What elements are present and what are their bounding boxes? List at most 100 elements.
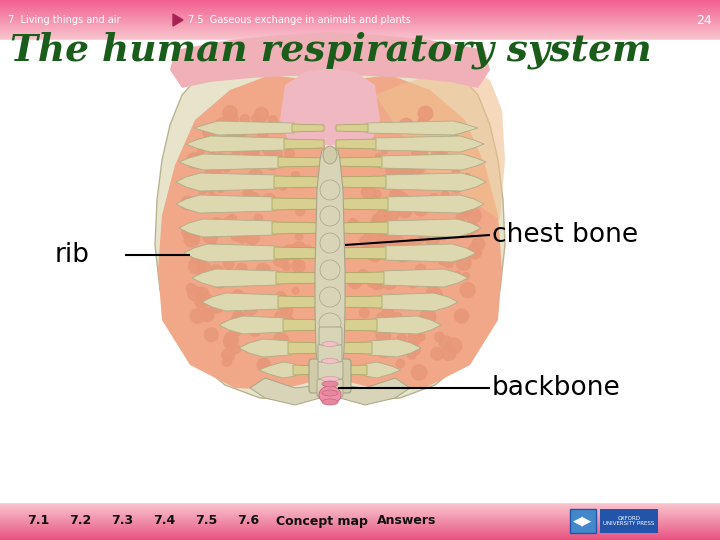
Circle shape <box>359 308 369 318</box>
Circle shape <box>400 247 407 254</box>
Circle shape <box>251 193 258 200</box>
Polygon shape <box>280 68 380 145</box>
Text: Concept map: Concept map <box>276 515 368 528</box>
Circle shape <box>381 147 387 154</box>
Polygon shape <box>288 342 324 354</box>
Circle shape <box>420 273 430 284</box>
Circle shape <box>224 112 238 126</box>
Polygon shape <box>336 176 386 188</box>
Circle shape <box>181 197 194 210</box>
Circle shape <box>255 107 269 121</box>
Circle shape <box>405 239 420 254</box>
Circle shape <box>412 347 420 355</box>
Circle shape <box>415 265 426 274</box>
Circle shape <box>377 240 391 254</box>
Circle shape <box>371 278 382 289</box>
Circle shape <box>282 262 290 270</box>
Circle shape <box>232 151 240 159</box>
Circle shape <box>417 237 424 243</box>
Circle shape <box>295 179 302 187</box>
Circle shape <box>269 147 282 161</box>
Circle shape <box>412 146 428 162</box>
Circle shape <box>459 201 474 215</box>
Circle shape <box>231 312 247 327</box>
Circle shape <box>451 228 462 239</box>
Text: 7.1: 7.1 <box>27 515 49 528</box>
Circle shape <box>398 205 412 218</box>
Circle shape <box>276 292 286 301</box>
Circle shape <box>188 286 202 301</box>
Circle shape <box>225 334 238 347</box>
Polygon shape <box>382 269 468 287</box>
Circle shape <box>471 224 479 232</box>
Polygon shape <box>336 222 388 234</box>
Circle shape <box>226 216 234 224</box>
Circle shape <box>399 118 413 132</box>
Circle shape <box>205 194 220 209</box>
Circle shape <box>372 218 379 226</box>
Circle shape <box>182 227 192 237</box>
Polygon shape <box>194 121 294 135</box>
Polygon shape <box>384 173 486 191</box>
Circle shape <box>382 244 395 258</box>
Circle shape <box>392 221 407 236</box>
Text: OXFORD
UNIVERSITY PRESS: OXFORD UNIVERSITY PRESS <box>603 516 654 526</box>
Circle shape <box>257 359 270 371</box>
Circle shape <box>263 142 276 156</box>
Circle shape <box>201 296 208 304</box>
Circle shape <box>295 233 302 240</box>
Circle shape <box>232 345 240 354</box>
Circle shape <box>249 325 261 336</box>
Ellipse shape <box>322 341 338 347</box>
Ellipse shape <box>320 180 340 200</box>
Polygon shape <box>336 247 386 259</box>
Circle shape <box>287 201 295 210</box>
Circle shape <box>456 255 471 271</box>
Circle shape <box>203 126 216 139</box>
Circle shape <box>225 333 235 343</box>
Circle shape <box>428 288 442 302</box>
Polygon shape <box>336 296 382 308</box>
Circle shape <box>241 198 248 204</box>
Circle shape <box>233 132 245 144</box>
FancyBboxPatch shape <box>600 509 658 533</box>
Circle shape <box>223 106 237 120</box>
Circle shape <box>382 308 394 320</box>
Polygon shape <box>380 154 486 170</box>
Polygon shape <box>239 339 290 357</box>
Circle shape <box>222 357 231 366</box>
Ellipse shape <box>322 381 338 387</box>
Circle shape <box>358 269 369 280</box>
Polygon shape <box>336 319 377 331</box>
Ellipse shape <box>319 386 341 404</box>
Circle shape <box>412 365 427 380</box>
Polygon shape <box>380 293 458 311</box>
FancyBboxPatch shape <box>309 359 351 393</box>
Circle shape <box>392 242 402 252</box>
Circle shape <box>468 245 482 259</box>
Circle shape <box>390 167 401 179</box>
Circle shape <box>210 218 224 231</box>
Polygon shape <box>336 157 382 167</box>
Circle shape <box>396 248 410 262</box>
Circle shape <box>194 253 207 265</box>
Circle shape <box>430 194 438 202</box>
Circle shape <box>210 242 217 249</box>
Circle shape <box>414 199 426 212</box>
Text: 7.5  Gaseous exchange in animals and plants: 7.5 Gaseous exchange in animals and plan… <box>188 15 410 25</box>
Circle shape <box>236 264 247 274</box>
Circle shape <box>415 296 428 309</box>
FancyBboxPatch shape <box>317 379 343 397</box>
Circle shape <box>455 203 465 213</box>
Polygon shape <box>386 195 484 213</box>
Circle shape <box>296 207 305 215</box>
Text: chest bone: chest bone <box>492 222 638 248</box>
Circle shape <box>195 296 207 308</box>
Circle shape <box>205 169 212 176</box>
Polygon shape <box>278 157 324 167</box>
Circle shape <box>408 332 421 345</box>
FancyBboxPatch shape <box>319 327 342 345</box>
Circle shape <box>412 275 419 282</box>
Circle shape <box>222 163 231 172</box>
Polygon shape <box>293 365 324 375</box>
